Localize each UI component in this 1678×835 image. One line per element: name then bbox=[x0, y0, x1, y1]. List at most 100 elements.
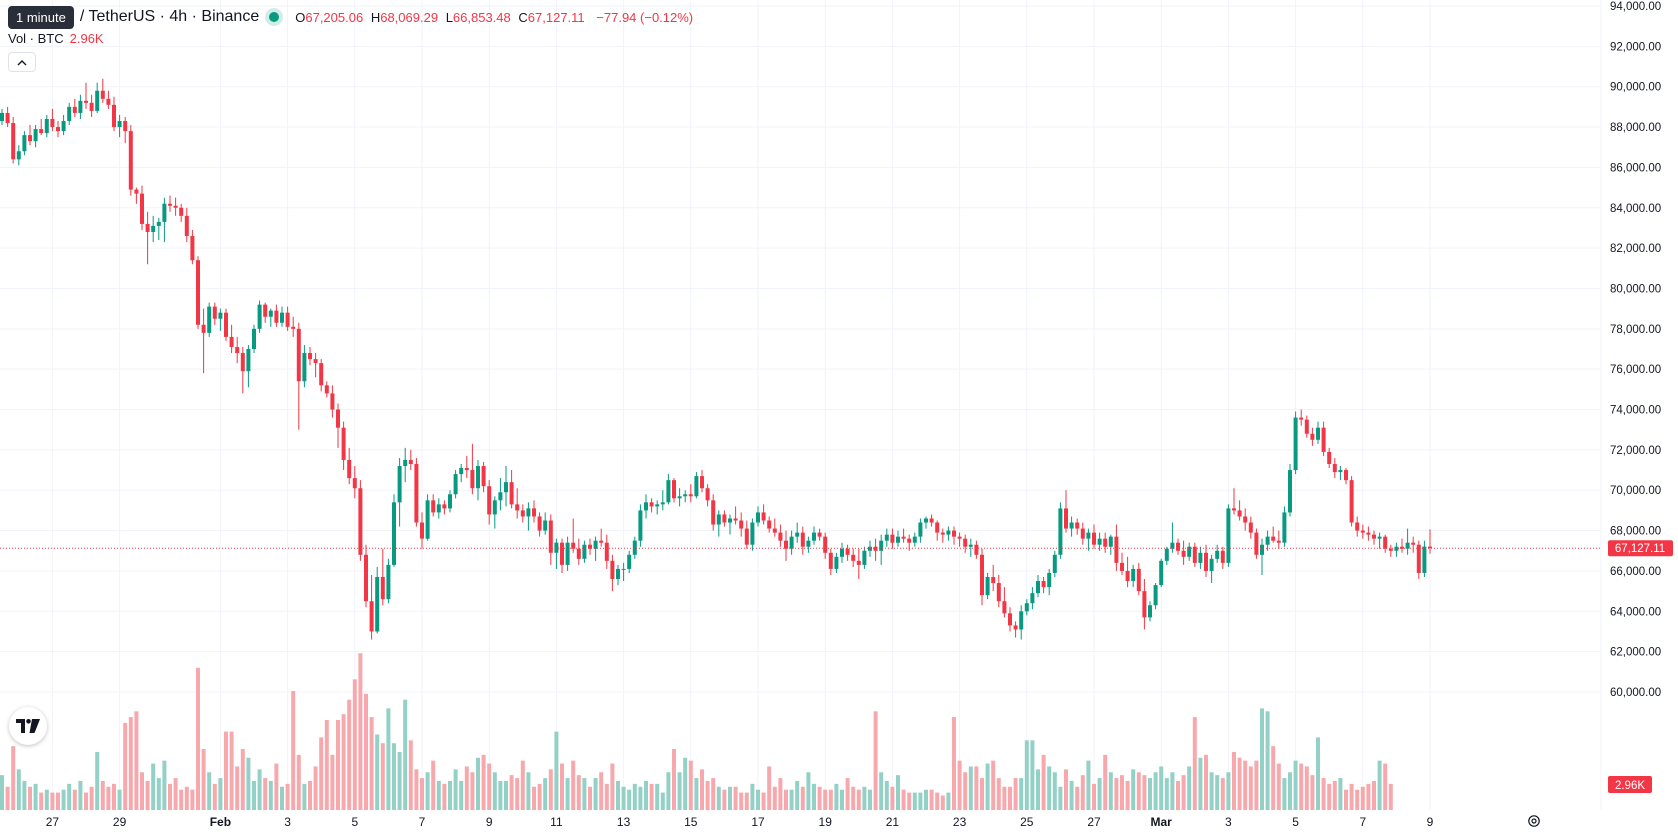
volume-bar bbox=[1075, 786, 1080, 810]
y-tick-label: 90,000.00 bbox=[1610, 82, 1661, 94]
candle-body bbox=[397, 466, 402, 503]
candle-body bbox=[1075, 522, 1080, 529]
y-tick-label: 94,000.00 bbox=[1610, 1, 1661, 13]
volume-bar bbox=[1271, 746, 1276, 810]
candle bbox=[1008, 607, 1012, 632]
volume-bar bbox=[1237, 757, 1242, 810]
candle bbox=[896, 530, 900, 547]
volume-bar bbox=[1064, 769, 1068, 810]
candle bbox=[683, 490, 688, 503]
candle bbox=[1097, 532, 1102, 551]
candle-body bbox=[263, 304, 268, 317]
candle bbox=[851, 548, 856, 567]
chart-legend: 1 minute / TetherUS · 4h · Binance O67,2… bbox=[8, 5, 693, 29]
volume-bar bbox=[476, 757, 480, 810]
candle-body bbox=[168, 203, 172, 206]
volume-bar bbox=[112, 783, 116, 810]
candle-body bbox=[750, 522, 755, 545]
candle-body bbox=[924, 518, 928, 523]
volume-bar bbox=[218, 778, 223, 810]
volume-bar bbox=[229, 731, 234, 810]
candle-body bbox=[632, 540, 637, 555]
candle-body bbox=[520, 510, 525, 517]
volume-bar bbox=[705, 780, 710, 810]
candle bbox=[128, 125, 133, 196]
candle bbox=[1422, 540, 1427, 577]
candle bbox=[1181, 540, 1186, 565]
candle bbox=[470, 443, 475, 495]
candle-body bbox=[571, 542, 576, 549]
candle-body bbox=[106, 98, 111, 105]
last-volume-label: 2.96K bbox=[1615, 780, 1645, 792]
symbol-title[interactable]: / TetherUS · 4h · Binance bbox=[79, 8, 260, 25]
gear-icon[interactable] bbox=[1527, 814, 1541, 828]
candle-body bbox=[537, 516, 542, 531]
candle bbox=[229, 324, 234, 354]
candle bbox=[1069, 516, 1074, 537]
volume-bar bbox=[537, 783, 542, 810]
volume-bar bbox=[100, 780, 105, 810]
volume-bar bbox=[1265, 711, 1270, 810]
candle bbox=[728, 514, 732, 535]
x-tick-label: 15 bbox=[684, 815, 698, 829]
candle bbox=[1086, 528, 1091, 551]
candle-body bbox=[274, 310, 279, 323]
volume-bar bbox=[1097, 778, 1102, 810]
candle bbox=[1164, 546, 1169, 565]
volume-bar bbox=[1036, 769, 1040, 810]
candle-body bbox=[190, 236, 195, 261]
collapse-legend-button[interactable] bbox=[8, 52, 36, 72]
candle-body bbox=[733, 518, 738, 521]
candle bbox=[313, 353, 318, 378]
volume-bar bbox=[1114, 778, 1119, 810]
candle-body bbox=[1288, 470, 1292, 513]
x-tick-label: 7 bbox=[1359, 815, 1366, 829]
candle-body bbox=[1394, 546, 1399, 551]
candle bbox=[1293, 411, 1298, 475]
volume-bar bbox=[694, 778, 699, 810]
candle-body bbox=[22, 135, 27, 152]
candle-body bbox=[229, 336, 234, 347]
candle-body bbox=[330, 393, 335, 410]
candle-body bbox=[694, 476, 699, 497]
candle-body bbox=[1428, 546, 1432, 549]
candle-body bbox=[711, 500, 716, 525]
candle bbox=[515, 488, 520, 519]
candle bbox=[918, 518, 923, 543]
candle bbox=[1377, 532, 1382, 549]
candle-body bbox=[1232, 508, 1236, 511]
candle-body bbox=[173, 205, 178, 208]
volume-bar bbox=[1355, 789, 1360, 810]
volume-bar bbox=[543, 778, 548, 810]
volume-bar bbox=[840, 789, 844, 810]
volume-bar bbox=[56, 792, 60, 810]
market-status-icon[interactable] bbox=[269, 12, 280, 22]
candle bbox=[1024, 599, 1029, 616]
candle-body bbox=[123, 121, 128, 132]
candle-body bbox=[151, 225, 156, 232]
candle bbox=[1416, 540, 1421, 580]
candle-body bbox=[145, 223, 150, 232]
candle bbox=[991, 564, 996, 592]
candle bbox=[1075, 518, 1080, 535]
x-tick-label: 5 bbox=[1292, 815, 1299, 829]
candle bbox=[660, 490, 665, 511]
candle bbox=[498, 478, 503, 511]
candle-body bbox=[1338, 470, 1343, 473]
y-tick-label: 66,000.00 bbox=[1610, 566, 1661, 578]
candle-body bbox=[1422, 546, 1427, 573]
candle-body bbox=[901, 536, 906, 539]
volume-bar bbox=[996, 778, 1001, 810]
volume-bar bbox=[448, 780, 452, 810]
candle bbox=[1360, 524, 1365, 539]
candle-body bbox=[448, 494, 452, 509]
tradingview-logo-icon[interactable] bbox=[9, 707, 47, 745]
candle bbox=[39, 118, 44, 136]
candle bbox=[912, 532, 917, 547]
candle-body bbox=[156, 221, 161, 226]
candle-body bbox=[28, 135, 32, 142]
candle bbox=[845, 544, 850, 561]
volume-bar bbox=[688, 760, 693, 810]
candle-body bbox=[33, 129, 38, 142]
